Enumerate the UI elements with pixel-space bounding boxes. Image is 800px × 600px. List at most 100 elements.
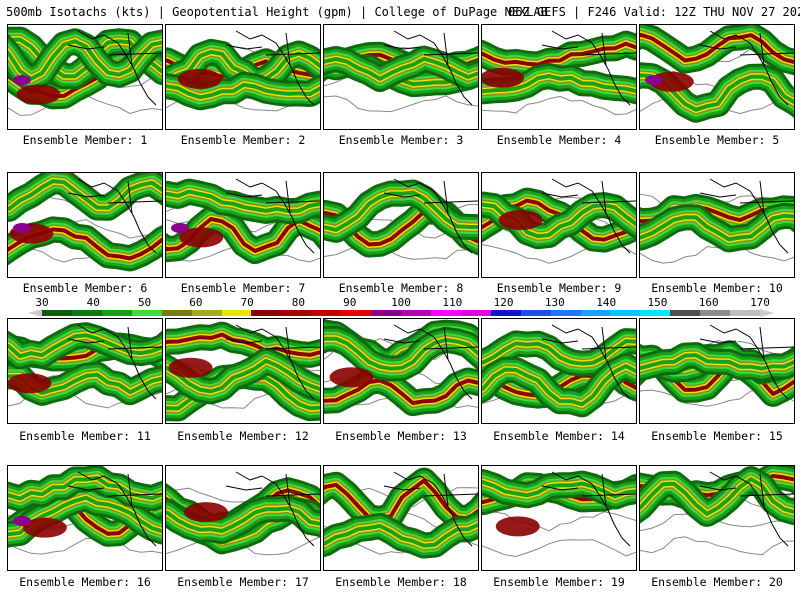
jet-max	[13, 75, 31, 85]
jet-core	[16, 84, 61, 105]
colorbar-segment	[221, 310, 252, 316]
jet-core	[177, 68, 222, 89]
colorbar-segment	[71, 310, 103, 316]
colorbar-segment	[520, 310, 552, 316]
colorbar-segment	[131, 310, 163, 316]
ensemble-panel-2	[165, 24, 321, 130]
coastline-borders	[67, 324, 162, 400]
jet-core	[22, 517, 67, 538]
colorbar-tick-label: 70	[240, 296, 254, 309]
colorbar-segment	[670, 310, 701, 316]
height-contour	[482, 95, 636, 116]
height-contour	[640, 536, 794, 556]
isotach-colorbar: 30 40 50 60 70 80 90 100 110 120 130 140 150 160 170	[0, 296, 800, 320]
jet-stream-band	[8, 179, 162, 211]
colorbar-arrow-right	[760, 309, 774, 317]
colorbar-segment	[430, 310, 462, 316]
jet-max	[13, 223, 31, 233]
jet-stream-band	[166, 82, 320, 100]
isotach-map	[324, 467, 478, 559]
jet-stream-band	[324, 336, 478, 371]
colorbar-tick-label: 100	[391, 296, 411, 309]
panel-caption: Ensemble Member: 17	[177, 575, 309, 589]
ensemble-panel-11	[7, 318, 163, 424]
panel-caption: Ensemble Member: 18	[335, 575, 467, 589]
colorbar-arrow-left	[28, 309, 42, 317]
panel-caption: Ensemble Member: 20	[651, 575, 783, 589]
colorbar-segment	[251, 310, 282, 316]
jet-core	[183, 502, 228, 523]
colorbar-tick-label: 80	[291, 296, 306, 309]
panel-caption: Ensemble Member: 1	[22, 133, 148, 147]
colorbar-segment	[460, 310, 492, 316]
ensemble-panel-9	[481, 172, 637, 278]
panel-caption: Ensemble Member: 14	[493, 429, 625, 443]
isotach-map	[166, 30, 320, 112]
colorbar-tick-label: 30	[35, 296, 49, 309]
colorbar-segment	[341, 310, 372, 316]
jet-core	[498, 210, 543, 231]
jet-core	[179, 227, 224, 248]
ensemble-panel-12	[165, 318, 321, 424]
panel-caption: Ensemble Member: 15	[651, 429, 783, 443]
ensemble-panel-13	[323, 318, 479, 424]
coastline-borders	[541, 30, 636, 106]
colorbar-segment	[640, 310, 671, 316]
colorbar-segment	[371, 310, 402, 316]
isotach-map	[482, 30, 636, 116]
coastline-borders	[699, 324, 794, 400]
colorbar-tick-label: 130	[544, 296, 565, 309]
ensemble-panel-5	[639, 24, 795, 130]
isotach-map	[482, 469, 636, 558]
colorbar-tick-label: 150	[647, 296, 668, 309]
coastline-borders	[541, 471, 636, 547]
panel-caption: Ensemble Member: 3	[338, 133, 464, 147]
jet-stream-band	[482, 480, 636, 499]
height-contour	[324, 245, 478, 260]
panel-caption: Ensemble Member: 4	[496, 133, 622, 147]
colorbar-tick-label: 60	[189, 296, 203, 309]
isotach-map	[8, 173, 162, 272]
jet-stream-band	[324, 190, 478, 232]
coastline-borders	[699, 30, 794, 106]
panel-caption: Ensemble Member: 13	[335, 429, 467, 443]
isotach-map	[8, 466, 162, 555]
panel-caption: Ensemble Member: 16	[19, 575, 151, 589]
isotach-map	[640, 25, 794, 123]
height-contour	[324, 95, 478, 113]
jet-max	[171, 223, 189, 233]
colorbar-tick-label: 160	[698, 296, 719, 309]
coastline-borders	[541, 324, 636, 400]
jet-stream-band	[324, 56, 478, 81]
panel-caption: Ensemble Member: 2	[180, 133, 306, 147]
jet-core	[495, 516, 540, 537]
ensemble-panel-10	[639, 172, 795, 278]
colorbar-tick-label: 90	[343, 296, 357, 309]
coastline-borders	[67, 30, 162, 106]
jet-max	[645, 75, 663, 85]
panel-caption: Ensemble Member: 10	[651, 281, 783, 295]
isotach-map	[8, 26, 162, 116]
colorbar-tick-label: 140	[596, 296, 617, 309]
isotach-map	[166, 471, 320, 556]
jet-core	[482, 67, 525, 88]
panel-caption: Ensemble Member: 6	[22, 281, 148, 295]
isotach-map	[166, 178, 320, 264]
colorbar-segment	[281, 310, 312, 316]
jet-stream-band	[166, 358, 320, 394]
ensemble-panel-8	[323, 172, 479, 278]
colorbar-tick-label: 170	[750, 296, 770, 309]
ensemble-panel-4	[481, 24, 637, 130]
jet-stream-band	[640, 32, 794, 65]
panel-caption: Ensemble Member: 9	[496, 281, 622, 295]
coastline-borders	[383, 30, 478, 106]
ensemble-panel-18	[323, 465, 479, 571]
ensemble-panel-19	[481, 465, 637, 571]
isotach-map	[8, 322, 162, 409]
jet-stream-band	[8, 333, 162, 359]
jet-stream-band	[640, 213, 794, 242]
panel-caption: Ensemble Member: 11	[19, 429, 151, 443]
colorbar-segment	[191, 310, 222, 316]
jet-stream-band	[640, 353, 794, 371]
